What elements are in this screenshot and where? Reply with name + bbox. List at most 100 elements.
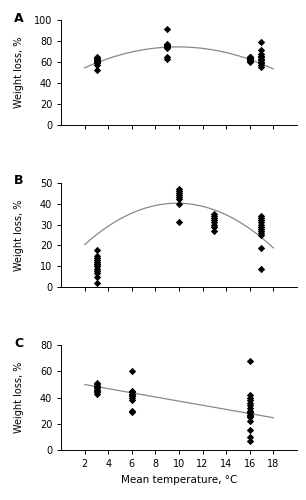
Point [177,187,181,195]
Point [247,437,252,445]
Point [259,52,264,60]
Point [212,218,217,226]
Point [247,56,252,64]
Point [247,426,252,434]
Point [259,59,264,67]
Point [94,262,99,270]
Point [94,254,99,262]
Point [259,50,264,58]
Point [94,266,99,274]
Point [94,383,99,391]
Point [177,200,181,207]
Point [129,396,134,404]
Point [129,390,134,398]
Point [247,391,252,399]
Point [177,185,181,193]
Point [259,52,264,60]
Point [129,388,134,396]
Point [94,52,99,60]
Point [247,406,252,414]
Point [129,387,134,395]
Point [94,252,99,260]
Point [94,269,99,277]
Point [259,55,264,63]
Point [94,379,99,387]
Point [94,256,99,264]
Point [212,214,217,222]
Point [165,41,170,49]
Point [94,57,99,65]
Point [177,191,181,199]
Point [94,386,99,394]
Point [259,63,264,71]
Y-axis label: Weight loss, %: Weight loss, % [13,200,24,270]
Point [247,52,252,60]
Point [259,227,264,235]
Point [247,54,252,62]
Point [94,58,99,66]
Text: A: A [14,12,24,24]
Point [259,222,264,230]
Point [165,42,170,50]
Point [94,56,99,64]
Point [247,410,252,418]
Point [94,387,99,395]
Point [94,66,99,74]
Point [129,368,134,376]
Point [94,384,99,392]
Point [165,42,170,50]
Point [94,258,99,266]
Point [94,55,99,63]
Point [247,408,252,416]
Point [259,218,264,226]
Point [177,218,181,226]
Point [247,55,252,63]
Point [259,244,264,252]
Point [259,212,264,220]
Point [247,396,252,404]
Point [247,417,252,425]
Point [94,59,99,67]
Point [247,399,252,407]
Point [212,222,217,230]
Point [129,408,134,416]
Point [247,433,252,441]
Point [129,394,134,402]
Point [247,55,252,63]
Point [165,40,170,48]
Point [247,58,252,66]
Point [247,54,252,62]
Point [177,189,181,197]
Point [259,231,264,239]
Y-axis label: Weight loss, %: Weight loss, % [13,362,24,433]
Text: B: B [14,174,24,187]
Point [165,44,170,52]
Point [94,61,99,69]
Point [247,413,252,421]
Point [247,394,252,402]
Point [129,391,134,399]
Y-axis label: Weight loss, %: Weight loss, % [13,37,24,108]
Point [94,279,99,287]
X-axis label: Mean temperature, °C: Mean temperature, °C [121,474,237,484]
Point [94,54,99,62]
Point [259,214,264,222]
Point [212,220,217,228]
Point [247,357,252,365]
Point [94,246,99,254]
Point [129,392,134,400]
Point [247,412,252,420]
Point [94,58,99,66]
Point [259,264,264,272]
Point [259,46,264,54]
Point [247,410,252,418]
Point [177,193,181,201]
Point [94,382,99,390]
Point [129,406,134,414]
Text: C: C [14,336,23,349]
Point [165,26,170,34]
Point [94,380,99,388]
Point [259,61,264,69]
Point [212,210,217,218]
Point [212,227,217,235]
